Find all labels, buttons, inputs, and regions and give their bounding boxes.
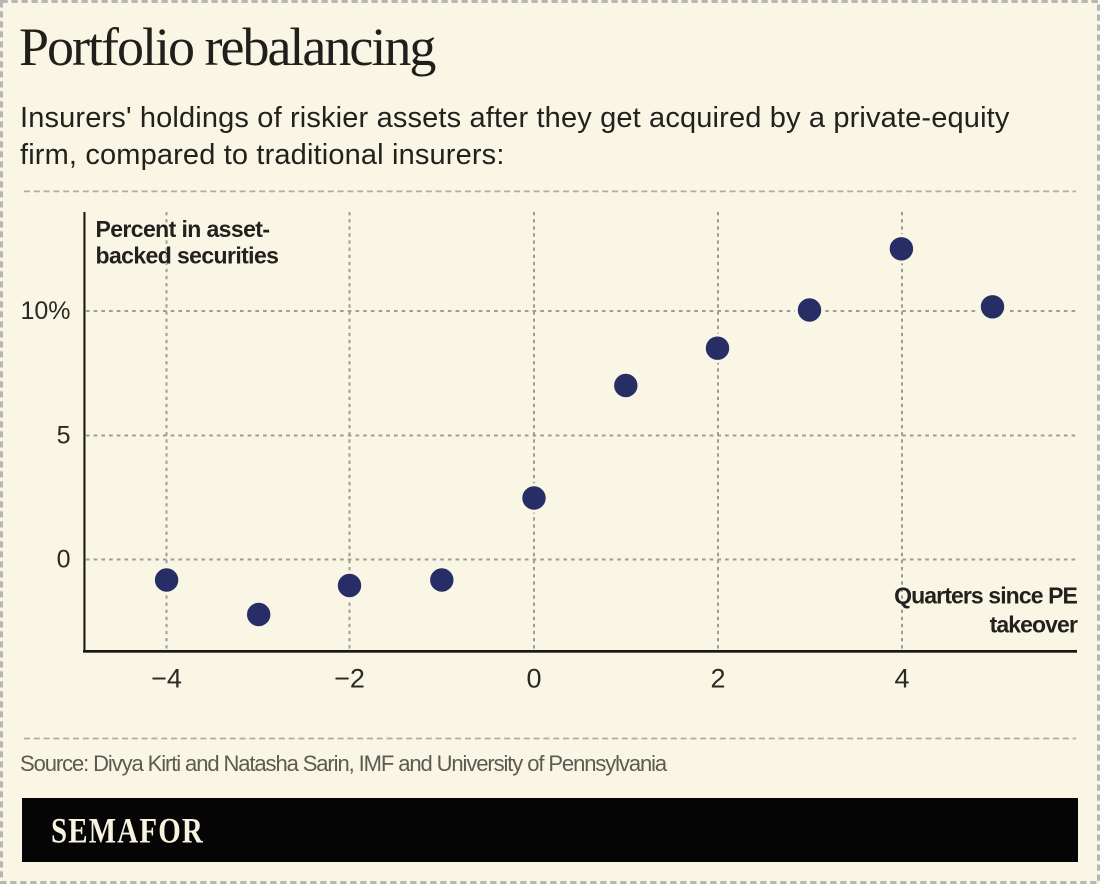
svg-text:takeover: takeover [990, 612, 1078, 638]
svg-text:backed securities: backed securities [96, 243, 279, 269]
svg-text:−2: −2 [334, 664, 365, 694]
svg-text:4: 4 [894, 664, 909, 694]
svg-text:5: 5 [57, 422, 71, 450]
svg-text:0: 0 [57, 546, 71, 574]
svg-text:SEMAFOR: SEMAFOR [51, 811, 204, 851]
svg-text:2: 2 [710, 664, 725, 694]
svg-text:−4: −4 [151, 664, 182, 694]
svg-text:10%: 10% [20, 297, 70, 325]
svg-text:0: 0 [526, 664, 541, 694]
svg-text:Percent in asset-: Percent in asset- [96, 216, 270, 242]
svg-text:Quarters since PE: Quarters since PE [894, 583, 1077, 609]
